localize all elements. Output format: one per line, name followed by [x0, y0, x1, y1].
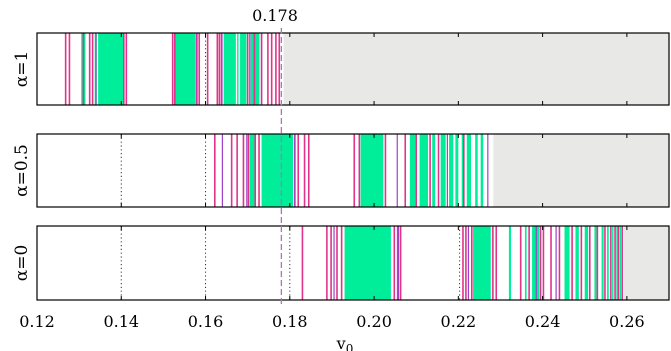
green-band — [607, 226, 609, 300]
green-band — [461, 134, 465, 207]
panel-frame — [36, 225, 670, 301]
green-band — [449, 134, 454, 207]
green-band — [612, 226, 614, 300]
panel-2: α=0.5 — [12, 133, 670, 208]
x-tick-label: 0.24 — [525, 312, 561, 331]
green-band — [466, 134, 471, 207]
green-band — [564, 226, 570, 300]
panel-frame — [36, 133, 670, 208]
green-band — [524, 226, 527, 300]
green-band — [440, 134, 446, 207]
green-band — [175, 33, 195, 105]
green-band — [240, 33, 247, 105]
green-band — [475, 134, 478, 207]
x-tick-label: 0.12 — [19, 312, 55, 331]
x-axis-label: v0 — [336, 334, 354, 351]
green-band — [601, 226, 604, 300]
x-axis-label-sub: 0 — [346, 342, 354, 351]
green-band — [584, 226, 589, 300]
green-band — [619, 226, 622, 300]
green-band — [261, 134, 294, 207]
x-axis-label-main: v — [336, 334, 346, 351]
panel-3: α=0 — [12, 225, 670, 301]
green-band — [419, 134, 428, 207]
green-band — [223, 33, 236, 105]
x-tick-label: 0.20 — [356, 312, 392, 331]
shaded-region — [283, 33, 669, 105]
green-band — [616, 226, 618, 300]
green-band — [455, 134, 459, 207]
green-band — [409, 134, 416, 207]
green-band — [594, 226, 597, 300]
shaded-region — [623, 226, 669, 300]
green-band — [249, 134, 255, 207]
green-band — [360, 134, 384, 207]
x-tick-label: 0.16 — [188, 312, 224, 331]
x-tick-label: 0.18 — [272, 312, 308, 331]
x-tick-label: 0.26 — [609, 312, 645, 331]
green-band — [480, 134, 484, 207]
panel-label: α=0.5 — [12, 144, 32, 197]
panel-frame — [36, 32, 670, 106]
panel-label: α=0 — [12, 245, 32, 282]
green-band — [508, 226, 511, 300]
x-tick-label: 0.14 — [103, 312, 139, 331]
green-band — [473, 226, 491, 300]
panel-label: α=1 — [12, 51, 32, 88]
green-band — [98, 33, 124, 105]
shaded-region — [493, 134, 669, 207]
green-band — [532, 226, 540, 300]
x-tick-label: 0.22 — [441, 312, 477, 331]
green-band — [344, 226, 391, 300]
marker-label: 0.178 — [252, 6, 298, 25]
green-band — [432, 134, 436, 207]
panel-1: α=1 — [12, 32, 670, 106]
green-band — [575, 226, 579, 300]
green-band — [237, 33, 239, 105]
